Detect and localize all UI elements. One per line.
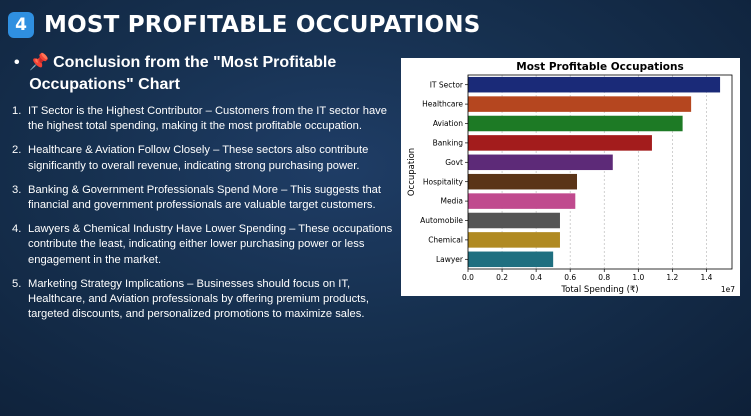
page-title: MOST PROFITABLE OCCUPATIONS bbox=[44, 12, 481, 38]
pushpin-icon: 📌 bbox=[29, 54, 50, 71]
y-tick-label: Healthcare bbox=[422, 100, 463, 109]
list-item: 1. IT Sector is the Highest Contributor –… bbox=[12, 104, 400, 134]
list-item: 4. Lawyers & Chemical Industry Have Lower… bbox=[12, 222, 400, 268]
list-item-text: Banking & Government Professionals Spend… bbox=[28, 183, 382, 212]
x-axis-multiplier: 1e7 bbox=[721, 285, 735, 294]
x-tick-label: 1.4 bbox=[700, 273, 712, 282]
slide-title: 4 MOST PROFITABLE OCCUPATIONS bbox=[8, 7, 480, 43]
list-item-text: IT Sector is the Highest Contributor – C… bbox=[28, 105, 387, 133]
plot-frame bbox=[467, 74, 733, 270]
conclusion-heading: • 📌 Conclusion from the "Most Profitable … bbox=[14, 52, 384, 96]
conclusion-list: 1. IT Sector is the Highest Contributor –… bbox=[12, 104, 400, 331]
x-axis-label: Total Spending (₹) bbox=[560, 285, 638, 295]
y-axis-label: Occupation bbox=[407, 148, 417, 196]
x-tick-label: 1.2 bbox=[666, 273, 678, 282]
y-tick-label: Govt bbox=[445, 158, 463, 167]
y-tick-label: Automobile bbox=[420, 216, 463, 225]
y-tick-label: IT Sector bbox=[430, 80, 464, 89]
list-item-number: 2. bbox=[12, 144, 22, 157]
bar-lawyer bbox=[468, 251, 554, 268]
slide-number-badge: 4 bbox=[8, 12, 34, 38]
list-item-number: 1. bbox=[12, 105, 22, 117]
bar-chemical bbox=[468, 232, 560, 248]
x-tick-label: 0.0 bbox=[462, 273, 474, 282]
list-item-text: Healthcare & Aviation Follow Closely – T… bbox=[28, 144, 369, 172]
list-item-number: 5. bbox=[12, 277, 22, 290]
x-tick-label: 0.8 bbox=[598, 273, 610, 282]
bar-govt bbox=[468, 154, 613, 171]
bar-automobile bbox=[468, 212, 560, 229]
list-item-number: 4. bbox=[12, 223, 22, 236]
bar-aviation bbox=[468, 115, 683, 132]
x-tick-label: 0.2 bbox=[496, 273, 508, 282]
bar-media bbox=[468, 193, 576, 209]
list-item: 3. Banking & Government Professionals Spe… bbox=[12, 183, 400, 213]
x-tick-label: 0.6 bbox=[564, 273, 576, 282]
bar-hospitality bbox=[468, 173, 578, 190]
conclusion-heading-text: Conclusion from the "Most Profitable Occ… bbox=[29, 54, 337, 93]
list-item-text: Lawyers & Chemical Industry Have Lower S… bbox=[28, 223, 393, 266]
y-tick-label: Banking bbox=[433, 139, 464, 148]
x-tick-label: 1.0 bbox=[632, 273, 644, 282]
list-item: 2. Healthcare & Aviation Follow Closely –… bbox=[12, 143, 400, 173]
bar-it-sector bbox=[468, 76, 721, 93]
list-item: 5. Marketing Strategy Implications – Busi… bbox=[12, 277, 400, 323]
y-tick-label: Hospitality bbox=[423, 177, 464, 186]
y-tick-label: Media bbox=[440, 197, 463, 206]
bullet-icon: • bbox=[14, 54, 20, 71]
y-tick-label: Lawyer bbox=[436, 255, 464, 264]
x-tick-label: 0.4 bbox=[530, 273, 542, 282]
bar-chart: Most Profitable Occupations 0.0 0.2 0.4 0.6 0… bbox=[407, 61, 735, 295]
y-tick-label: Aviation bbox=[433, 119, 463, 128]
bar-healthcare bbox=[468, 96, 692, 112]
list-item-text: Marketing Strategy Implications – Busine… bbox=[28, 277, 369, 321]
list-item-number: 3. bbox=[12, 183, 22, 196]
bar-banking bbox=[468, 135, 652, 151]
chart-panel: Most Profitable Occupations 0.0 0.2 0.4 0.6 0… bbox=[401, 58, 740, 296]
chart-title: Most Profitable Occupations bbox=[516, 61, 683, 73]
y-tick-label: Chemical bbox=[428, 236, 463, 245]
